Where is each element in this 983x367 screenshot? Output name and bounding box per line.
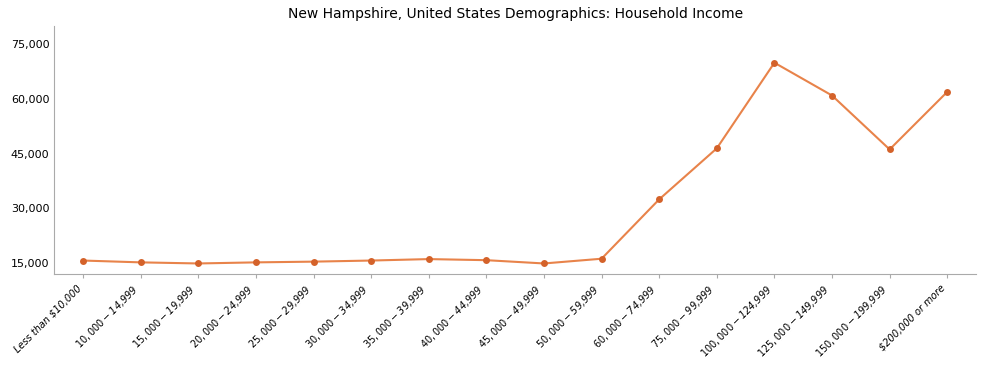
Title: New Hampshire, United States Demographics: Household Income: New Hampshire, United States Demographic… <box>288 7 743 21</box>
